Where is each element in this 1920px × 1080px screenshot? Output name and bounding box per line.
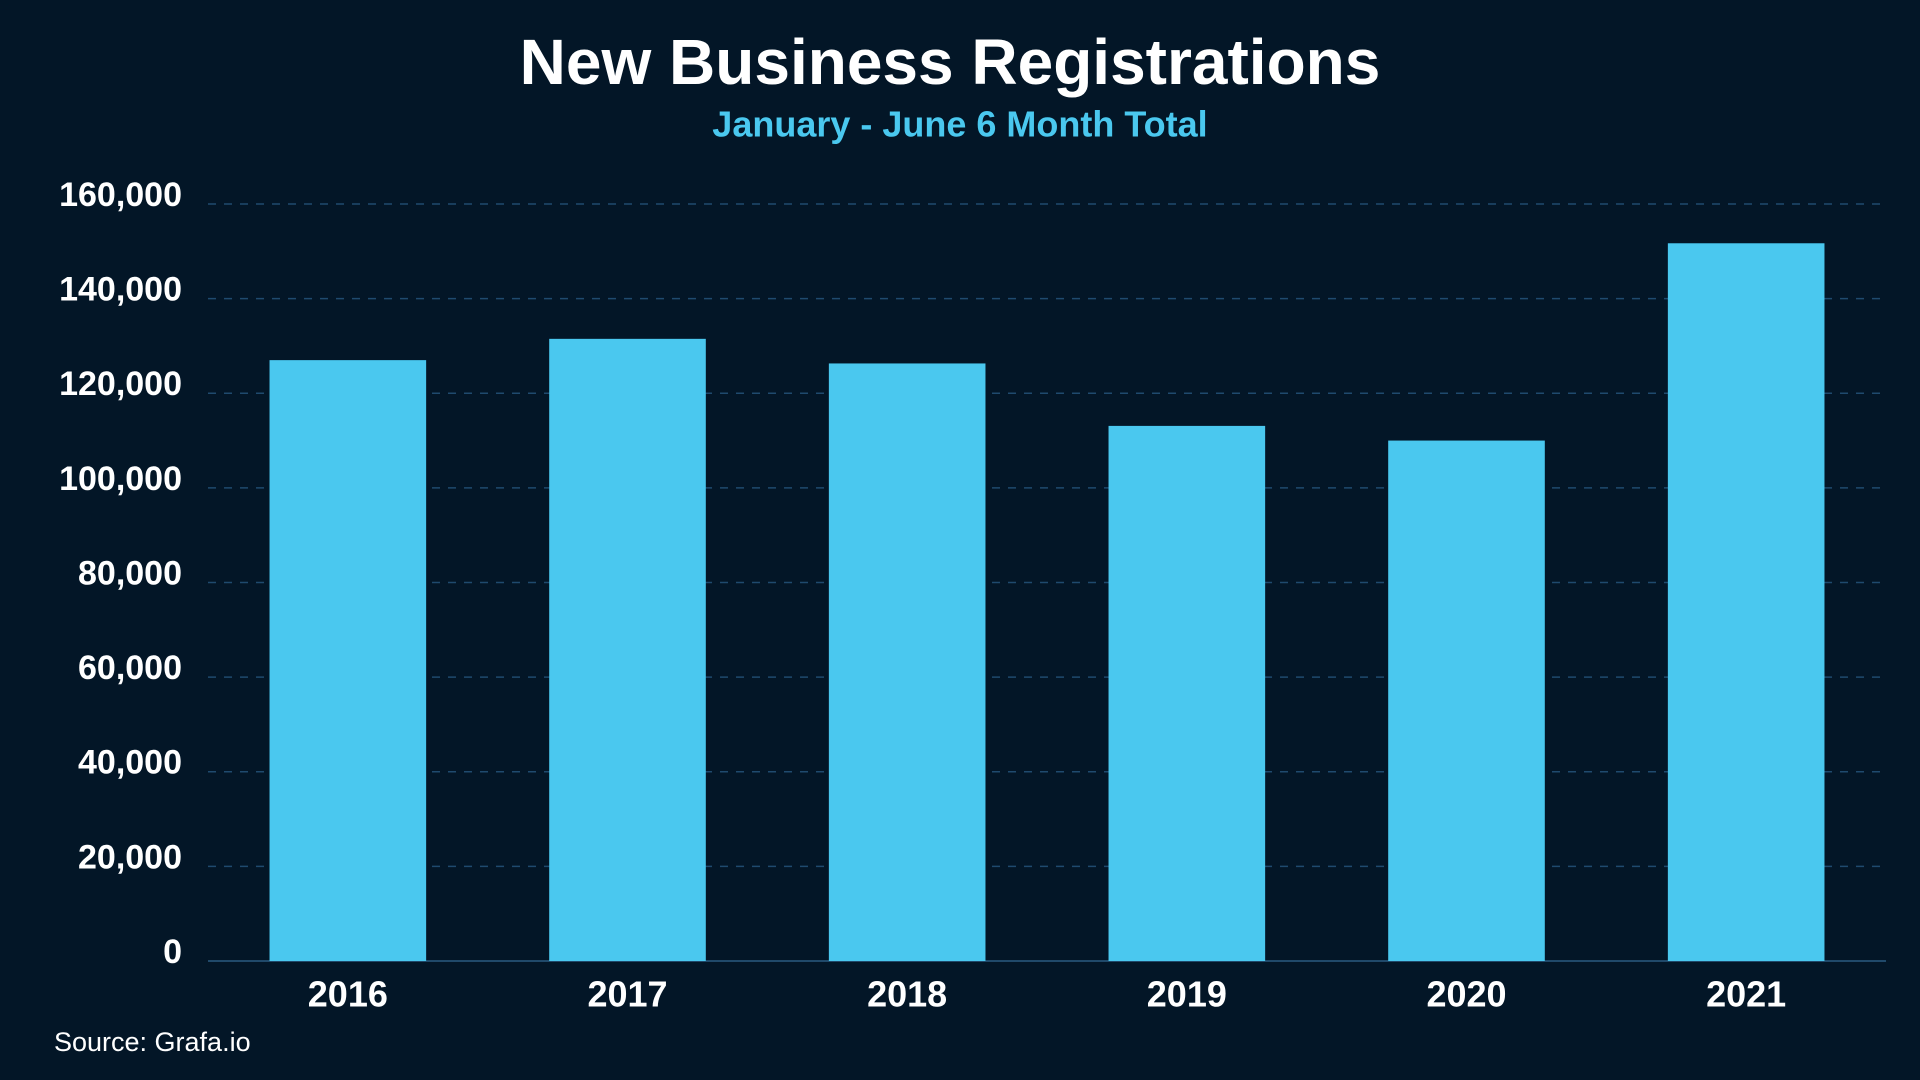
bar (269, 360, 427, 962)
bar (1667, 243, 1825, 961)
y-tick-label: 0 (163, 933, 182, 971)
x-tick-label: 2018 (867, 974, 947, 1015)
y-tick-label: 120,000 (59, 365, 182, 403)
x-tick-label: 2017 (587, 974, 667, 1015)
x-tick-label: 2021 (1706, 974, 1786, 1015)
y-tick-label: 40,000 (78, 744, 182, 782)
bar (828, 363, 986, 961)
bar (549, 338, 706, 961)
bar (1108, 425, 1266, 961)
y-tick-label: 160,000 (59, 176, 182, 214)
y-tick-label: 140,000 (59, 271, 182, 309)
y-tick-label: 60,000 (78, 649, 182, 687)
y-tick-label: 100,000 (59, 460, 182, 498)
x-tick-label: 2019 (1147, 974, 1227, 1015)
y-tick-label: 20,000 (78, 838, 182, 876)
x-tick-label: 2020 (1426, 974, 1506, 1015)
chart-title: New Business Registrations (520, 26, 1381, 98)
y-tick-label: 80,000 (78, 554, 182, 592)
source-note: Source: Grafa.io (54, 1027, 251, 1057)
chart-subtitle: January - June 6 Month Total (712, 104, 1207, 145)
bar (1388, 440, 1545, 961)
x-tick-label: 2016 (308, 974, 388, 1015)
